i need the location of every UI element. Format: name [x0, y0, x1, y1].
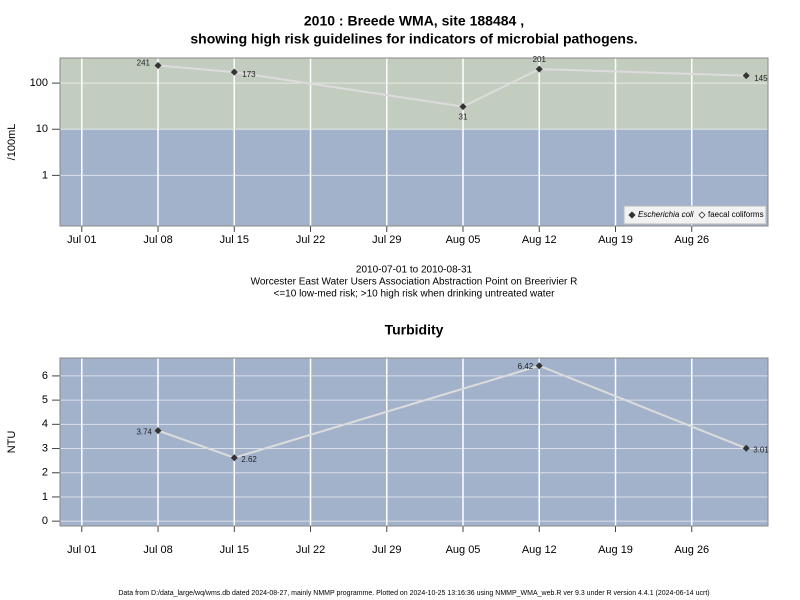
data-label: 3.74 — [136, 428, 152, 437]
caption: <=10 low-med risk; >10 high risk when dr… — [274, 289, 556, 300]
x-tick-label: Jul 01 — [67, 544, 96, 556]
data-point — [742, 72, 750, 80]
data-point — [154, 427, 162, 435]
x-tick-label: Jul 15 — [220, 234, 249, 246]
data-label: 2.62 — [241, 455, 257, 464]
chart-title: 2010 : Breede WMA, site 188484 , — [304, 13, 524, 29]
x-tick-label: Aug 12 — [522, 544, 557, 556]
y-axis-label: /100mL — [6, 124, 18, 161]
data-point — [535, 65, 543, 73]
footer: Data from D:/data_large/wq/wms.db dated … — [118, 590, 709, 597]
x-tick-label: Aug 26 — [674, 234, 709, 246]
data-label: 173 — [242, 70, 256, 79]
legend-label: faecal coliforms — [708, 210, 764, 219]
y-tick-label: 10 — [36, 123, 48, 135]
legend-box — [623, 205, 767, 225]
data-point — [230, 454, 238, 462]
x-tick-label: Jul 22 — [296, 544, 325, 556]
legend-symbol — [628, 211, 636, 219]
x-tick-label: Aug 19 — [598, 234, 633, 246]
x-tick-label: Jul 29 — [372, 544, 401, 556]
data-point — [742, 444, 750, 452]
data-point — [535, 362, 543, 370]
y-tick-label: 1 — [42, 169, 48, 181]
x-tick-label: Aug 12 — [522, 234, 557, 246]
data-label: 6.42 — [518, 362, 534, 371]
x-tick-label: Jul 08 — [143, 234, 172, 246]
caption: 2010-07-01 to 2010-08-31 — [356, 265, 473, 276]
y-tick-label: 2 — [42, 467, 48, 479]
legend-symbol — [698, 211, 706, 219]
data-label: 145 — [754, 74, 768, 83]
x-tick-label: Aug 05 — [446, 544, 481, 556]
plot-frame — [59, 357, 769, 527]
x-tick-label: Aug 19 — [598, 544, 633, 556]
caption: Worcester East Water Users Association A… — [251, 277, 578, 288]
x-tick-label: Aug 05 — [446, 234, 481, 246]
y-tick-label: 6 — [42, 370, 48, 382]
y-tick-label: 3 — [42, 442, 48, 454]
data-label: 241 — [137, 59, 151, 68]
x-tick-label: Jul 08 — [143, 544, 172, 556]
data-point — [230, 68, 238, 76]
x-tick-label: Jul 22 — [296, 234, 325, 246]
x-tick-label: Jul 29 — [372, 234, 401, 246]
data-label: 31 — [459, 113, 468, 122]
series-line — [157, 364, 747, 459]
x-tick-label: Jul 15 — [220, 544, 249, 556]
data-point — [459, 103, 467, 111]
y-tick-label: 5 — [42, 394, 48, 406]
data-label: 201 — [533, 55, 547, 64]
y-tick-label: 0 — [42, 515, 48, 527]
data-label: 3.01 — [753, 445, 769, 454]
plot-background — [60, 358, 768, 526]
y-tick-label: 4 — [42, 418, 48, 430]
plot-frame — [59, 57, 769, 227]
chart-title: Turbidity — [385, 322, 444, 338]
legend-label: Escherichia coli — [638, 210, 694, 219]
chart-title: showing high risk guidelines for indicat… — [190, 31, 637, 47]
data-point — [154, 61, 162, 69]
x-tick-label: Aug 26 — [674, 544, 709, 556]
x-tick-label: Jul 01 — [67, 234, 96, 246]
y-axis-label: NTU — [6, 431, 18, 454]
risk-band — [60, 58, 768, 130]
y-tick-label: 1 — [42, 491, 48, 503]
y-tick-label: 100 — [30, 77, 48, 89]
